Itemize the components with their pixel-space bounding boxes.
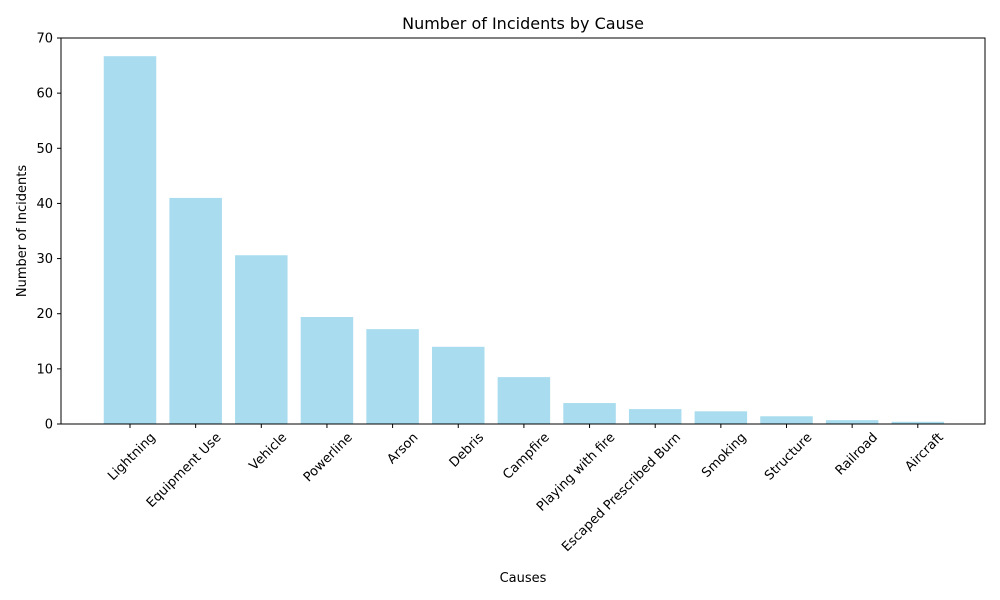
x-tick-label: Railroad — [833, 430, 881, 478]
x-tick-label: Powerline — [301, 430, 356, 485]
bar-debris — [432, 346, 485, 424]
x-tick-label: Lightning — [105, 430, 159, 484]
bar-structure — [760, 416, 813, 424]
x-tick-label: Smoking — [699, 430, 750, 481]
y-tick-label: 0 — [45, 418, 53, 433]
plot-frame — [60, 37, 986, 425]
y-tick-label: 20 — [36, 307, 53, 322]
x-tick-label: Escaped Prescribed Burn — [559, 430, 684, 555]
y-tick-label: 50 — [36, 142, 53, 157]
bar-arson — [366, 329, 419, 424]
x-tick-label: Aircraft — [902, 430, 946, 474]
x-tick-label: Structure — [762, 430, 815, 483]
bar-aircraft — [891, 421, 945, 424]
x-tick-label: Campfire — [500, 430, 552, 482]
y-tick-label: 60 — [36, 87, 53, 102]
y-tick-label: 40 — [36, 197, 53, 212]
chart-title: Number of Incidents by Cause — [402, 14, 644, 33]
y-tick-label: 70 — [36, 32, 53, 47]
x-axis-label: Causes — [500, 571, 547, 586]
y-tick-label: 10 — [36, 362, 53, 377]
bar-escaped-prescribed-burn — [628, 409, 682, 424]
bar-lightning — [103, 56, 157, 424]
x-tick-label: Arson — [385, 430, 422, 467]
bar-smoking — [694, 411, 748, 424]
bar-railroad — [825, 420, 879, 424]
bar-playing-with-fire — [563, 403, 616, 424]
y-tick-label: 30 — [36, 252, 53, 267]
y-axis: 0 10 20 30 40 50 60 70 — [36, 32, 61, 433]
bar-campfire — [497, 377, 551, 424]
bar-vehicle — [235, 255, 288, 424]
y-axis-label: Number of Incidents — [15, 165, 30, 297]
bars-group — [103, 56, 945, 424]
bar-equipment-use — [169, 197, 222, 424]
x-tick-label: Vehicle — [247, 430, 290, 473]
x-tick-label: Debris — [447, 430, 487, 470]
bar-powerline — [300, 317, 354, 424]
